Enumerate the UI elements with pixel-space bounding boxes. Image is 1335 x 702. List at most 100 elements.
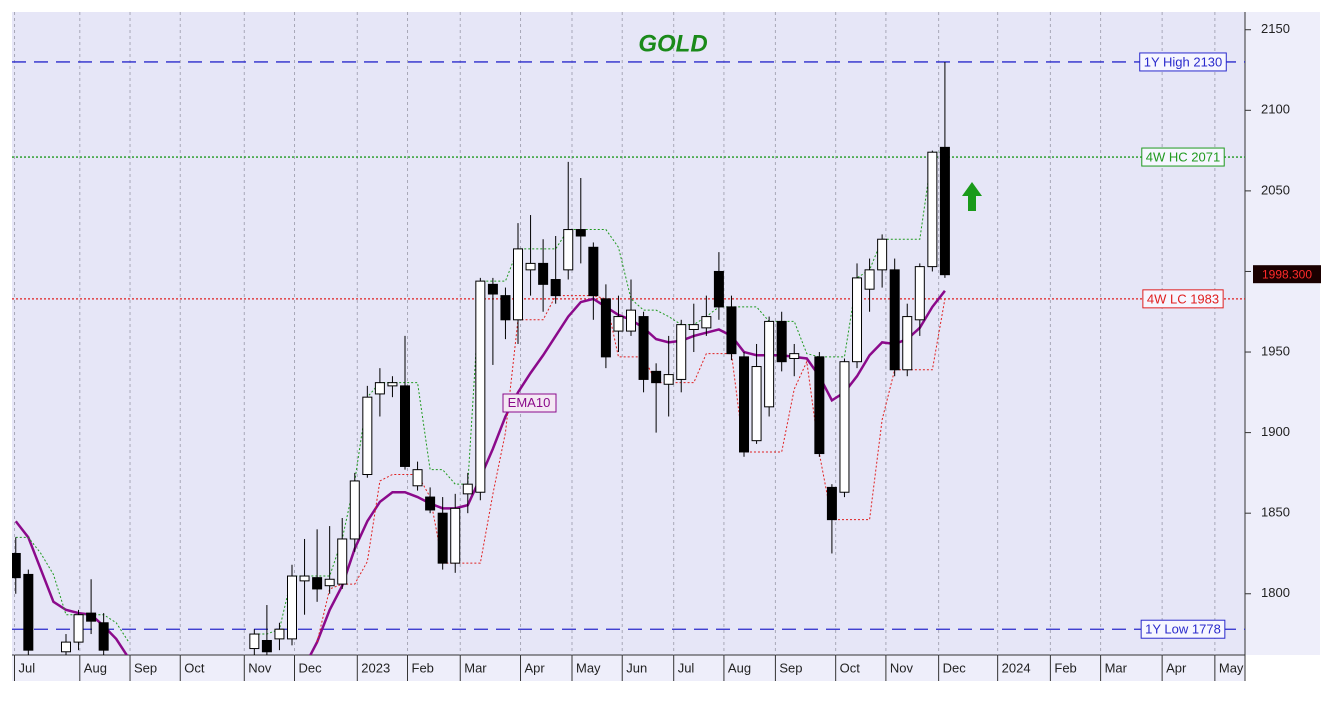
x-tick-label: Feb xyxy=(412,660,434,675)
candle-body xyxy=(23,573,34,651)
x-tick-label: May xyxy=(1219,660,1244,675)
candle-body xyxy=(299,575,310,582)
grid xyxy=(14,12,1216,655)
candle-body xyxy=(839,361,850,493)
x-tick-label: 2024 xyxy=(1002,660,1031,675)
level-label-box xyxy=(1141,147,1225,167)
x-tick-label: May xyxy=(576,660,601,675)
candle-body xyxy=(475,280,486,493)
candle-body xyxy=(764,320,775,408)
candle-body xyxy=(450,507,461,564)
x-tick-label: Mar xyxy=(1105,660,1128,675)
axes: Jul Aug Sep Oct Nov Dec 2023 Feb Mar Apr May Jun Jul… xyxy=(14,21,1321,681)
candle-body xyxy=(701,316,712,329)
candle-body xyxy=(274,628,285,640)
candle-body xyxy=(337,538,348,585)
candle-body xyxy=(500,295,511,321)
candle-body xyxy=(713,270,724,308)
candle-body xyxy=(312,577,323,590)
candle-body xyxy=(400,385,411,467)
level-label-box xyxy=(1139,52,1227,72)
y-tick-label: 2150 xyxy=(1261,21,1290,36)
candle-body xyxy=(98,622,109,651)
plot-background xyxy=(12,12,1245,655)
candle-body xyxy=(425,496,436,511)
candle-body xyxy=(412,469,423,487)
y-tick-label: 1950 xyxy=(1261,343,1290,358)
candle-body xyxy=(12,552,21,579)
candle-body xyxy=(575,229,586,237)
up-arrow xyxy=(962,182,982,211)
x-tick-label: Jun xyxy=(626,660,647,675)
y-axis-background xyxy=(1245,12,1320,655)
candle-body xyxy=(789,353,800,359)
candle-body xyxy=(688,324,699,330)
chart-title: GOLD xyxy=(638,30,707,57)
x-tick-label: Jul xyxy=(678,660,695,675)
candle-body xyxy=(86,612,97,622)
candle-body xyxy=(374,382,385,395)
x-tick-label: Jul xyxy=(19,660,36,675)
x-tick-label: Dec xyxy=(299,660,323,675)
candle-body xyxy=(902,316,913,371)
x-tick-label: Oct xyxy=(184,660,205,675)
x-tick-label: Apr xyxy=(525,660,546,675)
candle-body xyxy=(550,279,561,297)
last-price-label: 1998.300 xyxy=(1262,267,1312,281)
x-tick-label: Aug xyxy=(728,660,751,675)
level-label: 1Y Low 1778 xyxy=(1145,622,1221,637)
candle-body xyxy=(927,151,938,268)
x-tick-label: Sep xyxy=(134,660,157,675)
candle-body xyxy=(651,370,662,384)
x-tick-label: Dec xyxy=(943,660,967,675)
candle-body xyxy=(638,316,649,380)
candle-body xyxy=(864,269,875,290)
x-tick-label: Nov xyxy=(248,660,272,675)
candle-body xyxy=(751,366,762,442)
y-tick-label: 1850 xyxy=(1261,505,1290,520)
level-label-box xyxy=(1142,289,1224,309)
candle-body xyxy=(613,316,624,332)
level-label: 4W HC 2071 xyxy=(1146,149,1220,164)
candle-body xyxy=(914,266,925,321)
candle-body xyxy=(889,269,900,371)
candle-body xyxy=(626,309,637,332)
y-tick-label: 2050 xyxy=(1261,182,1290,197)
ema-label-box xyxy=(502,393,557,413)
x-tick-label: Nov xyxy=(890,660,914,675)
ema-label: EMA10 xyxy=(508,395,551,410)
candle-body xyxy=(73,614,84,643)
x-tick-label: Oct xyxy=(840,660,861,675)
candle-body xyxy=(663,374,674,385)
y-tick-label: 2100 xyxy=(1261,102,1290,117)
candle-body xyxy=(726,306,737,355)
level-label: 4W LC 1983 xyxy=(1147,291,1219,306)
level-label-box xyxy=(1140,619,1226,639)
candle-body xyxy=(324,578,335,587)
x-tick-label: Mar xyxy=(464,660,487,675)
candle-body xyxy=(525,262,536,271)
ema-line xyxy=(14,290,946,655)
candle-body xyxy=(939,146,950,276)
candle-body xyxy=(249,633,260,650)
candle-body xyxy=(676,324,687,380)
candle-body xyxy=(261,639,272,653)
candle-body xyxy=(349,480,360,540)
y-tick-label: 1800 xyxy=(1261,585,1290,600)
x-axis-background xyxy=(12,655,1245,681)
candle-body xyxy=(60,641,71,653)
plot xyxy=(12,61,1245,655)
candle-body xyxy=(600,298,611,358)
x-tick-label: Feb xyxy=(1054,660,1076,675)
candle-body xyxy=(814,356,825,455)
candle-body xyxy=(362,396,373,476)
candle-body xyxy=(588,246,599,297)
candle-body xyxy=(877,238,888,271)
last-price-box xyxy=(1253,265,1321,284)
candle-body xyxy=(776,320,787,363)
candle-body xyxy=(387,382,398,387)
candle-body xyxy=(513,248,524,321)
x-tick-label: Sep xyxy=(779,660,802,675)
y-tick-label: 1900 xyxy=(1261,424,1290,439)
